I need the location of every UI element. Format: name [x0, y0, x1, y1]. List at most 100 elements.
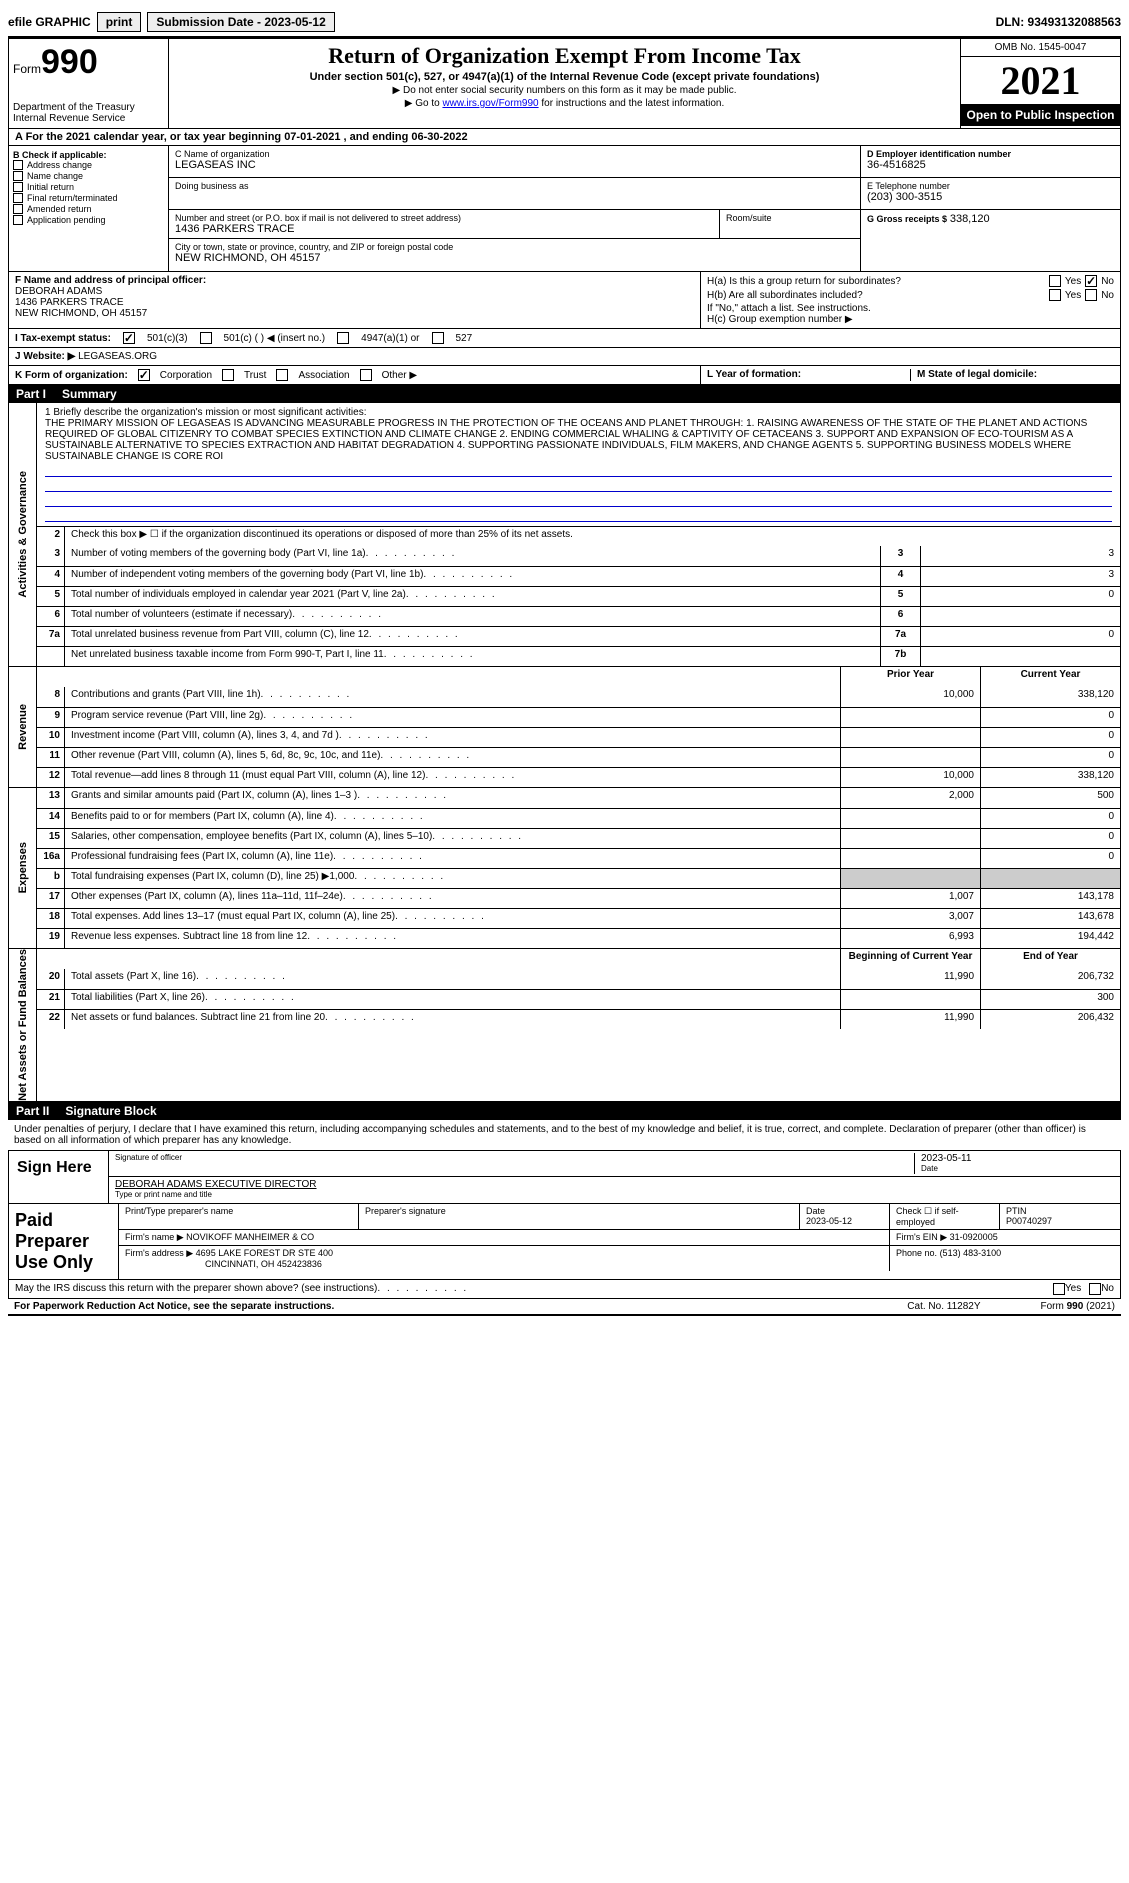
discuss-yes[interactable] [1053, 1283, 1065, 1295]
officer-addr1: 1436 PARKERS TRACE [15, 297, 694, 308]
form-number: Form990 [13, 43, 164, 82]
hc-row: H(c) Group exemption number ▶ [707, 314, 1114, 325]
sig-name: DEBORAH ADAMS EXECUTIVE DIRECTOR [115, 1179, 1114, 1190]
irs-link[interactable]: www.irs.gov/Form990 [442, 98, 538, 109]
cb-501c[interactable] [200, 332, 212, 344]
net-vlabel: Net Assets or Fund Balances [17, 949, 29, 1101]
penalty-text: Under penalties of perjury, I declare th… [8, 1120, 1121, 1150]
part1-header: Part I Summary [8, 385, 1121, 403]
cb-name-change[interactable] [13, 171, 23, 181]
cb-final-return[interactable] [13, 193, 23, 203]
cb-address-change[interactable] [13, 160, 23, 170]
hb-no[interactable] [1085, 289, 1097, 301]
efile-label: efile GRAPHIC [8, 15, 91, 29]
cb-501c3[interactable] [123, 332, 135, 344]
pra-notice: For Paperwork Reduction Act Notice, see … [14, 1301, 334, 1312]
firm-name: NOVIKOFF MANHEIMER & CO [186, 1232, 314, 1242]
officer-addr2: NEW RICHMOND, OH 45157 [15, 308, 694, 319]
website-label: J Website: ▶ [15, 351, 75, 362]
ein-label: D Employer identification number [867, 149, 1114, 159]
mission-text: THE PRIMARY MISSION OF LEGASEAS IS ADVAN… [45, 418, 1112, 462]
addr-value: 1436 PARKERS TRACE [175, 223, 713, 235]
table-row: 7aTotal unrelated business revenue from … [37, 626, 1120, 646]
table-row: 15Salaries, other compensation, employee… [37, 828, 1120, 848]
cat-no: Cat. No. 11282Y [907, 1301, 980, 1312]
prep-name-hdr: Print/Type preparer's name [119, 1204, 359, 1229]
table-row: 14Benefits paid to or for members (Part … [37, 808, 1120, 828]
goto-line: ▶ Go to www.irs.gov/Form990 for instruct… [177, 98, 952, 109]
hb-yes[interactable] [1049, 289, 1061, 301]
table-row: 5Total number of individuals employed in… [37, 586, 1120, 606]
col-c: C Name of organization LEGASEAS INC Doin… [169, 146, 860, 271]
gross-value: 338,120 [950, 213, 990, 225]
cb-initial-return[interactable] [13, 182, 23, 192]
city-label: City or town, state or province, country… [175, 242, 854, 252]
ha-yes[interactable] [1049, 275, 1061, 287]
cb-trust[interactable] [222, 369, 234, 381]
print-button[interactable]: print [97, 12, 142, 32]
irs-label: Internal Revenue Service [13, 113, 164, 124]
form-org-row: K Form of organization: Corporation Trus… [8, 366, 1121, 385]
governance-section: Activities & Governance 1 Briefly descri… [8, 403, 1121, 667]
table-row: 13Grants and similar amounts paid (Part … [37, 788, 1120, 808]
cb-assoc[interactable] [276, 369, 288, 381]
revenue-section: Revenue Prior Year Current Year 8Contrib… [8, 667, 1121, 788]
dept-treasury: Department of the Treasury [13, 102, 164, 113]
dba-label: Doing business as [175, 181, 854, 191]
form-title: Return of Organization Exempt From Incom… [177, 43, 952, 69]
cb-527[interactable] [432, 332, 444, 344]
hdr-end: End of Year [980, 949, 1120, 969]
room-label: Room/suite [726, 213, 854, 223]
part2-header: Part II Signature Block [8, 1102, 1121, 1120]
officer-h-row: F Name and address of principal officer:… [8, 272, 1121, 329]
expenses-section: Expenses 13Grants and similar amounts pa… [8, 788, 1121, 949]
period-row: A For the 2021 calendar year, or tax yea… [8, 129, 1121, 146]
col-d: D Employer identification number 36-4516… [860, 146, 1120, 271]
top-bar: efile GRAPHIC print Submission Date - 20… [8, 8, 1121, 38]
form-990-page: efile GRAPHIC print Submission Date - 20… [0, 0, 1129, 1324]
discuss-no[interactable] [1089, 1283, 1101, 1295]
table-row: 3Number of voting members of the governi… [37, 546, 1120, 566]
status-label: I Tax-exempt status: [15, 333, 111, 344]
line-2: Check this box ▶ ☐ if the organization d… [65, 527, 1120, 546]
state-domicile: M State of legal domicile: [911, 369, 1114, 381]
paid-label: Paid Preparer Use Only [9, 1204, 119, 1279]
tax-status-row: I Tax-exempt status: 501(c)(3) 501(c) ( … [8, 329, 1121, 348]
table-row: 9Program service revenue (Part VIII, lin… [37, 707, 1120, 727]
ha-row: H(a) Is this a group return for subordin… [707, 275, 1114, 287]
cb-4947[interactable] [337, 332, 349, 344]
table-row: Net unrelated business taxable income fr… [37, 646, 1120, 666]
org-name-label: C Name of organization [175, 149, 854, 159]
sign-here-label: Sign Here [9, 1151, 109, 1203]
firm-phone: (513) 483-3100 [940, 1248, 1002, 1258]
paid-preparer-block: Paid Preparer Use Only Print/Type prepar… [9, 1204, 1120, 1279]
cb-amended[interactable] [13, 204, 23, 214]
ha-no[interactable] [1085, 275, 1097, 287]
table-row: 17Other expenses (Part IX, column (A), l… [37, 888, 1120, 908]
cb-corp[interactable] [138, 369, 150, 381]
table-row: 18Total expenses. Add lines 13–17 (must … [37, 908, 1120, 928]
table-row: 20Total assets (Part X, line 16)11,99020… [37, 969, 1120, 989]
discuss-row: May the IRS discuss this return with the… [8, 1280, 1121, 1299]
hdr-beg: Beginning of Current Year [840, 949, 980, 969]
cb-other[interactable] [360, 369, 372, 381]
tel-label: E Telephone number [867, 181, 1114, 191]
submission-date: Submission Date - 2023-05-12 [147, 12, 334, 32]
form-ref: Form 990 (2021) [1041, 1301, 1116, 1312]
table-row: 10Investment income (Part VIII, column (… [37, 727, 1120, 747]
hb-note: If "No," attach a list. See instructions… [707, 303, 1114, 314]
info-block: B Check if applicable: Address change Na… [8, 146, 1121, 272]
mission-lead: 1 Briefly describe the organization's mi… [45, 407, 1112, 418]
footer: For Paperwork Reduction Act Notice, see … [8, 1299, 1121, 1316]
tax-year: 2021 [961, 57, 1120, 104]
table-row: 4Number of independent voting members of… [37, 566, 1120, 586]
prep-date: 2023-05-12 [806, 1216, 852, 1226]
table-row: 21Total liabilities (Part X, line 26)300 [37, 989, 1120, 1009]
officer-name: DEBORAH ADAMS [15, 286, 694, 297]
exp-vlabel: Expenses [17, 842, 29, 893]
rev-vlabel: Revenue [17, 704, 29, 750]
sig-officer-label: Signature of officer [115, 1153, 914, 1162]
year-formation: L Year of formation: [707, 369, 911, 381]
cb-app-pending[interactable] [13, 215, 23, 225]
gov-vlabel: Activities & Governance [17, 471, 29, 598]
